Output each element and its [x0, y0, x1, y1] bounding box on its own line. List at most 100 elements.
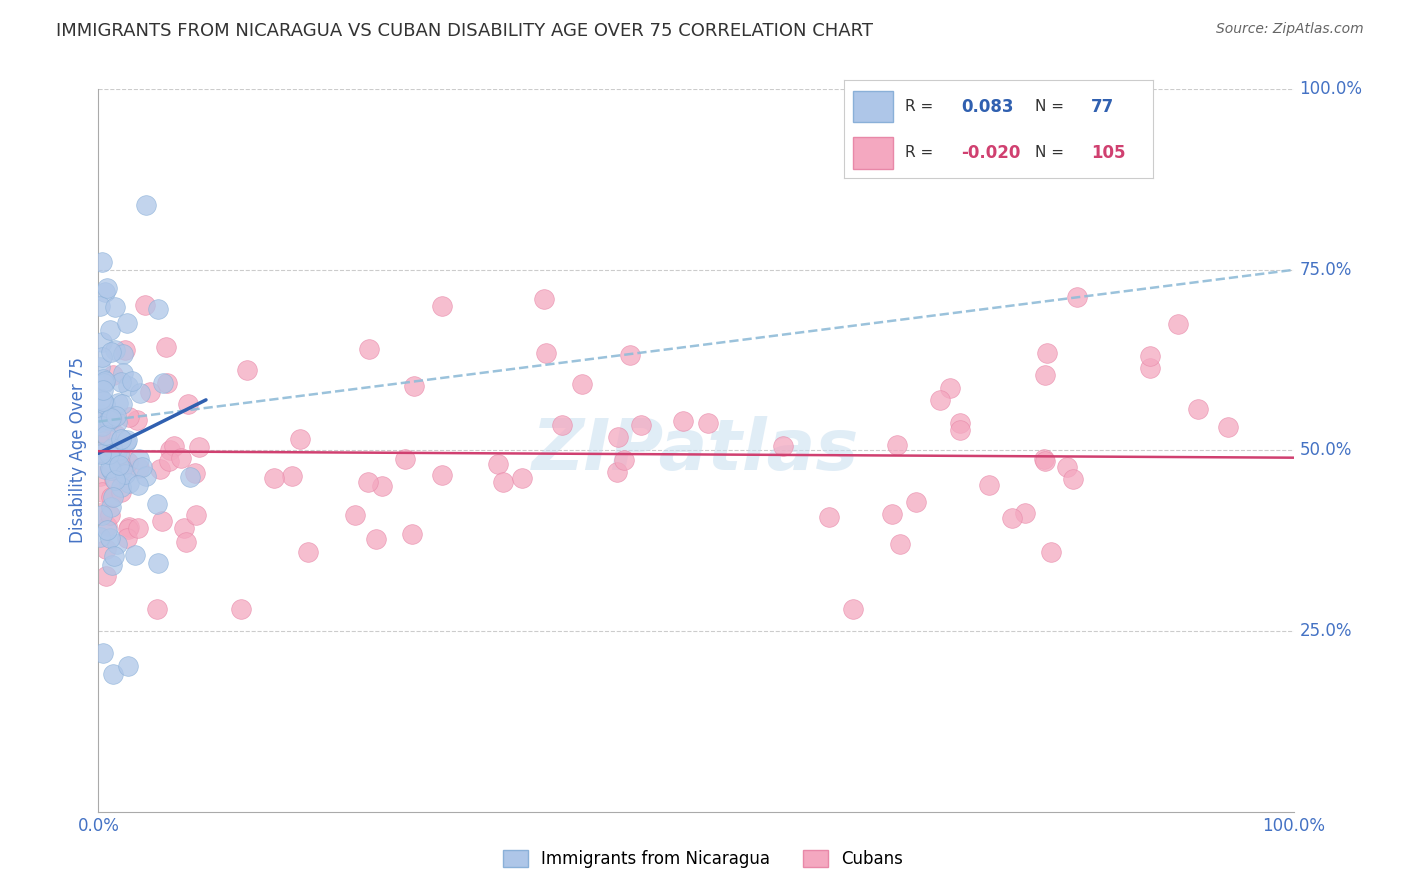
Point — [94, 462, 117, 476]
Point — [117, 455, 139, 469]
Point — [401, 526, 423, 541]
Point — [880, 508, 903, 522]
Point — [949, 416, 972, 430]
Point — [1036, 346, 1059, 360]
Point — [366, 533, 388, 547]
Point — [98, 461, 121, 475]
Point — [110, 485, 132, 500]
Point — [89, 507, 111, 521]
Point — [404, 379, 426, 393]
Point — [1218, 419, 1240, 434]
Point — [100, 490, 122, 504]
Point — [157, 454, 180, 468]
Point — [89, 530, 111, 544]
Point — [100, 508, 122, 522]
Text: 100.0%: 100.0% — [1299, 80, 1362, 98]
Point — [96, 542, 118, 557]
Point — [110, 480, 132, 494]
Text: R =: R = — [905, 99, 939, 114]
Point — [129, 385, 152, 400]
Point — [430, 468, 453, 483]
Point — [112, 347, 135, 361]
Point — [1033, 454, 1056, 468]
Point — [89, 415, 111, 429]
Point — [89, 359, 111, 374]
Point — [89, 299, 111, 313]
Point — [1033, 451, 1056, 466]
Point — [159, 443, 181, 458]
Point — [100, 532, 122, 546]
Point — [107, 444, 129, 458]
Point — [117, 658, 139, 673]
Point — [938, 381, 960, 395]
Point — [177, 397, 200, 411]
Point — [288, 432, 311, 446]
Point — [97, 413, 120, 427]
Point — [606, 430, 628, 444]
Point — [188, 440, 211, 454]
Point — [107, 447, 129, 461]
Point — [156, 376, 179, 390]
Point — [533, 292, 555, 306]
Point — [89, 426, 111, 441]
Point — [174, 534, 197, 549]
Point — [114, 467, 136, 482]
Text: 25.0%: 25.0% — [1299, 622, 1353, 640]
Point — [184, 467, 207, 481]
Point — [139, 385, 162, 400]
Point — [131, 459, 153, 474]
Point — [135, 198, 157, 212]
Point — [100, 411, 122, 425]
Point — [263, 471, 285, 485]
Point — [94, 397, 117, 411]
Point — [492, 475, 515, 489]
Point — [105, 409, 128, 424]
Text: 77: 77 — [1091, 98, 1115, 116]
Point — [90, 350, 112, 364]
Point — [118, 520, 141, 534]
Point — [90, 447, 112, 461]
Point — [107, 396, 129, 410]
Point — [1001, 510, 1024, 524]
Point — [103, 667, 125, 681]
Point — [977, 478, 1000, 492]
Point — [103, 549, 125, 563]
Point — [110, 458, 132, 472]
Point — [430, 299, 453, 313]
Point — [104, 473, 127, 487]
Point — [91, 393, 114, 408]
Point — [115, 316, 138, 330]
Point — [100, 463, 122, 477]
Point — [1187, 402, 1209, 417]
Point — [115, 531, 138, 545]
Point — [128, 452, 150, 467]
Point — [103, 472, 125, 486]
Text: N =: N = — [1035, 145, 1069, 161]
Point — [112, 366, 135, 380]
Point — [101, 442, 124, 456]
Point — [357, 342, 380, 356]
Point — [90, 418, 112, 433]
Point — [1167, 317, 1189, 331]
Point — [91, 508, 114, 523]
Point — [121, 374, 143, 388]
Point — [110, 376, 132, 390]
Point — [1066, 290, 1088, 304]
FancyBboxPatch shape — [853, 91, 893, 122]
Text: ZIPatlas: ZIPatlas — [533, 416, 859, 485]
Point — [111, 462, 134, 476]
Point — [486, 457, 509, 471]
Point — [534, 346, 557, 360]
Text: 0.083: 0.083 — [962, 98, 1014, 116]
Text: 75.0%: 75.0% — [1299, 260, 1353, 279]
Text: 105: 105 — [1091, 144, 1126, 161]
Point — [357, 475, 380, 489]
Point — [127, 413, 149, 427]
Point — [889, 537, 911, 551]
Point — [91, 646, 114, 660]
Point — [148, 301, 170, 316]
Point — [117, 522, 139, 536]
Point — [150, 514, 173, 528]
Point — [89, 445, 111, 459]
Point — [110, 432, 132, 446]
